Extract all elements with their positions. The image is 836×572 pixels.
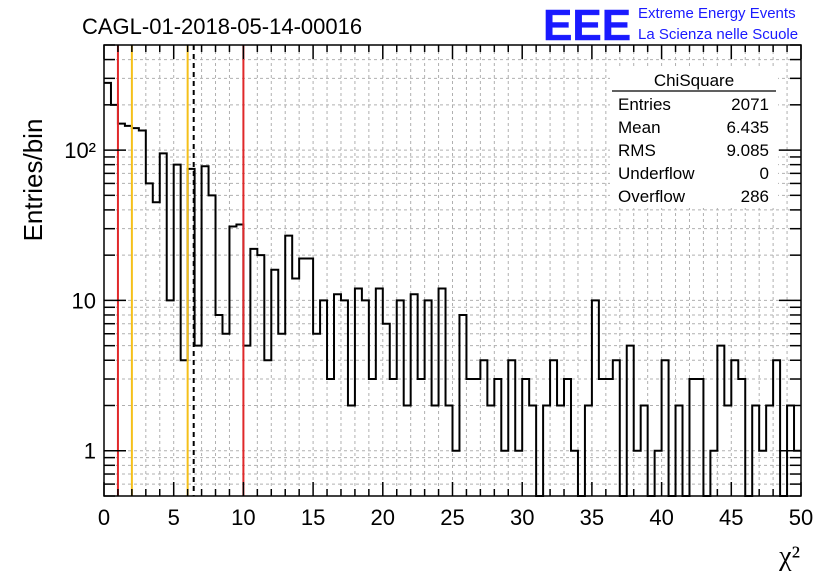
x-tick-label: 5 [168, 505, 180, 530]
stats-value: 6.435 [726, 118, 769, 137]
stats-label: Entries [618, 95, 671, 114]
stats-title: ChiSquare [654, 71, 734, 90]
stats-box: ChiSquare Entries 2071 Mean 6.435 RMS 9.085 Un… [610, 68, 778, 208]
y-tick-label: 10² [64, 138, 96, 163]
reference-lines [116, 45, 245, 496]
gridlines [104, 45, 801, 496]
stats-rows: Entries 2071 Mean 6.435 RMS 9.085 Underflow 0 Ov… [618, 95, 769, 206]
logo-line1: Extreme Energy Events [638, 5, 796, 22]
stats-label: RMS [618, 141, 656, 160]
x-tick-label: 0 [98, 505, 110, 530]
x-tick-label: 50 [789, 505, 813, 530]
stats-value: 2071 [731, 95, 769, 114]
tick-labels: 0 5 10 15 20 25 30 35 40 45 50 1 10 10² [64, 138, 813, 530]
stats-label: Overflow [618, 187, 686, 206]
x-tick-label: 10 [231, 505, 255, 530]
x-tick-label: 35 [580, 505, 604, 530]
y-axis-title: Entries/bin [18, 119, 48, 242]
stats-value: 9.085 [726, 141, 769, 160]
stats-value: 286 [741, 187, 769, 206]
axis-ticks [103, 44, 802, 497]
eee-logo-mark: EEE [543, 1, 631, 50]
x-axis-title: χ² [778, 541, 800, 572]
stats-value: 0 [760, 164, 769, 183]
eee-logo: EEE Extreme Energy Events La Scienza nel… [543, 1, 798, 51]
x-tick-label: 40 [649, 505, 673, 530]
histogram-series [104, 81, 801, 497]
y-tick-label: 10 [72, 288, 96, 313]
logo-line2: La Scienza nelle Scuole [638, 26, 798, 43]
x-tick-label: 20 [371, 505, 395, 530]
stats-label: Mean [618, 118, 661, 137]
stats-label: Underflow [618, 164, 695, 183]
x-tick-label: 30 [510, 505, 534, 530]
chart-title: CAGL-01-2018-05-14-00016 [82, 14, 362, 39]
x-tick-label: 45 [719, 505, 743, 530]
y-tick-label: 1 [84, 439, 96, 464]
x-tick-label: 25 [440, 505, 464, 530]
x-tick-label: 15 [301, 505, 325, 530]
